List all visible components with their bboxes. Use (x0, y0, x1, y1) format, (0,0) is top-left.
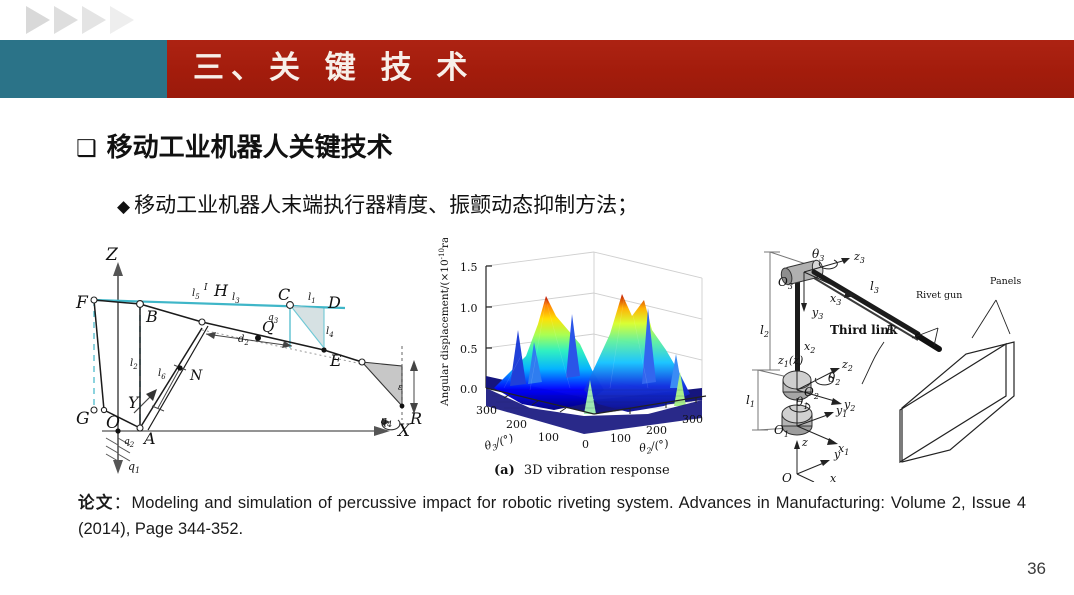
triangle-right-icon (82, 6, 106, 34)
svg-text:Y: Y (128, 393, 140, 412)
svg-text:I: I (203, 283, 208, 293)
section-heading: ❑ 移动工业机器人关键技术 (76, 127, 393, 164)
svg-text:x1: x1 (838, 442, 849, 457)
svg-text:l4: l4 (326, 326, 334, 339)
svg-text:y: y (833, 448, 841, 461)
svg-text:Angular displacement/(×10-10ra: Angular displacement/(×10-10rad) (438, 238, 451, 407)
svg-text:1.5: 1.5 (460, 261, 478, 274)
header-red-block (167, 40, 1074, 98)
surface-caption-bold: (a) (494, 463, 515, 478)
svg-text:0: 0 (582, 438, 589, 451)
svg-text:l6: l6 (158, 368, 166, 381)
citation-label: 论文 (78, 493, 114, 512)
svg-text:x2: x2 (804, 340, 815, 355)
svg-text:Q: Q (262, 318, 274, 336)
svg-text:l3: l3 (232, 292, 240, 305)
svg-text:d2: d2 (238, 334, 249, 347)
svg-text:O: O (106, 413, 120, 433)
svg-text:300: 300 (682, 413, 703, 426)
svg-text:z2: z2 (841, 358, 853, 373)
page-title: 三、关 键 技 术 (193, 50, 475, 86)
svg-text:q2: q2 (124, 437, 135, 449)
svg-text:H: H (213, 281, 229, 300)
svg-text:Z: Z (105, 245, 119, 265)
figure-row: Z X Y F B G O A C D E Q H R N l5 l3 l1 l… (62, 238, 1052, 482)
svg-text:100: 100 (610, 432, 631, 445)
svg-text:Rivet gun: Rivet gun (916, 290, 962, 301)
svg-text:Panels: Panels (990, 276, 1021, 287)
bullet-line-label: 移动工业机器人末端执行器精度、振颤动态抑制方法； (134, 193, 639, 217)
svg-text:z1(z): z1(z) (777, 354, 803, 369)
svg-text:E: E (329, 351, 342, 370)
surface-caption-text: 3D vibration response (524, 463, 670, 478)
svg-text:R: R (409, 409, 422, 428)
svg-text:y2: y2 (843, 398, 855, 413)
slide-header-band (0, 40, 1074, 98)
triangle-right-icon (110, 6, 134, 34)
svg-text:q4: q4 (380, 414, 392, 429)
diamond-bullet-icon: ◆ (117, 197, 131, 217)
header-teal-block (0, 40, 167, 98)
kinematic-linkage-diagram: Z X Y F B G O A C D E Q H R N l5 l3 l1 l… (62, 238, 448, 482)
svg-text:C: C (278, 285, 290, 304)
svg-text:O: O (782, 471, 792, 482)
svg-text:l1: l1 (746, 393, 755, 409)
citation-separator: ： (113, 494, 132, 512)
svg-text:200: 200 (646, 424, 667, 437)
svg-text:0.5: 0.5 (460, 343, 478, 356)
section-heading-label: 移动工业机器人关键技术 (106, 133, 393, 163)
svg-text:F: F (75, 293, 89, 313)
svg-text:z3: z3 (853, 250, 865, 265)
robot-arm-coordinate-diagram: O1 O2 O3 O x y z x1 y1 z1(z) y2 z2 x2 z3… (734, 238, 1052, 482)
svg-text:x: x (830, 472, 837, 482)
svg-text:D: D (327, 293, 341, 312)
svg-text:X: X (396, 421, 411, 441)
svg-text:q1: q1 (128, 460, 140, 475)
triangle-right-icon (54, 6, 78, 34)
svg-text:200: 200 (506, 418, 527, 431)
svg-text:(a) 3D vibration respo: (a) 3D vibration response (494, 463, 670, 478)
svg-text:E: E (885, 323, 895, 337)
svg-text:1.0: 1.0 (460, 302, 478, 315)
page-number: 36 (1027, 559, 1046, 578)
svg-text:100: 100 (538, 431, 559, 444)
svg-text:Third link: Third link (830, 323, 898, 337)
svg-text:l2: l2 (760, 323, 769, 339)
svg-text:N: N (189, 368, 203, 384)
svg-text:θ2: θ2 (828, 371, 840, 387)
svg-text:ε: ε (398, 383, 403, 393)
svg-text:l2: l2 (130, 358, 138, 371)
svg-text:B: B (145, 307, 158, 326)
svg-text:A: A (142, 429, 156, 448)
svg-text:0.0: 0.0 (460, 383, 478, 396)
3d-vibration-surface-plot: 1.5 1.0 0.5 0.0 Angular displacement/(×1… (434, 238, 734, 482)
bullet-line: ◆ 移动工业机器人末端执行器精度、振颤动态抑制方法； (117, 189, 638, 219)
svg-text:G: G (76, 409, 90, 429)
svg-text:θ3/(°): θ3/(°) (483, 431, 516, 454)
svg-text:l3: l3 (870, 279, 879, 295)
decorative-arrow-strip (26, 4, 186, 36)
svg-text:θ2/(°): θ2/(°) (638, 437, 670, 457)
svg-text:O2: O2 (804, 385, 819, 401)
svg-text:l5: l5 (192, 288, 200, 301)
triangle-right-icon (26, 6, 50, 34)
svg-text:θ3: θ3 (812, 247, 824, 263)
svg-text:z: z (801, 436, 808, 449)
citation-text: 论文：Modeling and simulation of percussive… (78, 490, 1026, 542)
svg-text:l1: l1 (308, 292, 316, 305)
svg-text:300: 300 (476, 404, 497, 417)
svg-text:y3: y3 (811, 306, 823, 321)
square-bullet-icon: ❑ (76, 136, 97, 162)
citation-body: Modeling and simulation of percussive im… (78, 494, 1027, 538)
svg-text:q3: q3 (268, 313, 279, 325)
svg-text:x3: x3 (830, 292, 841, 307)
